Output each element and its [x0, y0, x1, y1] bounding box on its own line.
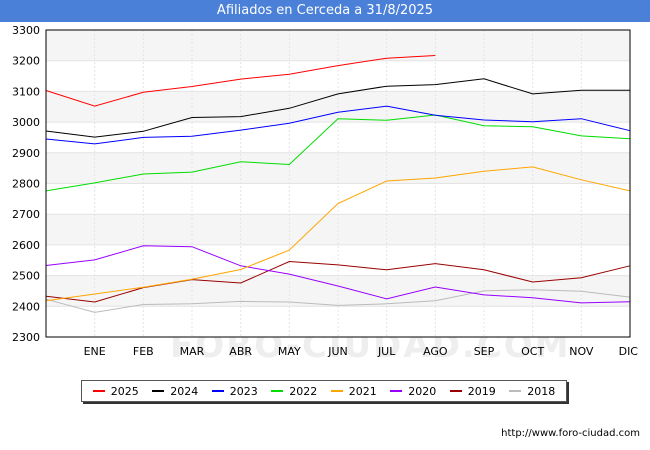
- y-tick-label: 2500: [12, 270, 40, 283]
- y-tick-label: 3300: [12, 24, 40, 37]
- y-tick-label: 2900: [12, 147, 40, 160]
- y-tick-label: 3200: [12, 55, 40, 68]
- y-tick-label: 2300: [12, 331, 40, 344]
- y-tick-label: 2600: [12, 239, 40, 252]
- grid-bands: [46, 29, 630, 338]
- legend-swatch: [330, 390, 343, 392]
- series-line-2025: [45, 55, 436, 107]
- plot-frame: [45, 29, 631, 338]
- series-line-2023: [45, 105, 631, 145]
- legend-label: 2025: [110, 384, 139, 398]
- legend-swatch: [449, 390, 462, 392]
- x-tick-label: DIC: [619, 345, 639, 358]
- y-tick-label: 2400: [12, 300, 40, 313]
- x-tick-label: AGO: [423, 345, 448, 358]
- legend-swatch: [152, 390, 165, 392]
- legend-label: 2021: [348, 384, 377, 398]
- legend-label: 2018: [527, 384, 556, 398]
- y-tick-label: 3000: [12, 116, 40, 129]
- legend-item-2025: 2025: [92, 384, 139, 398]
- x-tick-label: ENE: [84, 345, 106, 358]
- legend-label: 2019: [467, 384, 496, 398]
- legend-swatch: [92, 390, 105, 392]
- x-tick-label: JUN: [327, 345, 348, 358]
- series-line-2018: [45, 289, 631, 313]
- legend-label: 2024: [170, 384, 199, 398]
- legend-swatch: [390, 390, 403, 392]
- y-axis-ticks: 2300 2400 2500 2600 2700 2800 2900 3000 3100 3200…: [12, 24, 40, 344]
- x-tick-label: JUL: [377, 345, 396, 358]
- y-tick-label: 2700: [12, 208, 40, 221]
- y-tick-label: 2800: [12, 178, 40, 191]
- series-lines: [45, 55, 631, 313]
- series-line-2020: [45, 245, 631, 304]
- legend-label: 2020: [408, 384, 437, 398]
- x-tick-label: MAR: [180, 345, 205, 358]
- x-tick-label: FEB: [133, 345, 154, 358]
- legend-item-2024: 2024: [152, 385, 198, 398]
- x-axis-ticks: ENE FEB MAR ABR MAY JUN JUL AGO SEP OCT NOV DIC: [84, 345, 639, 358]
- series-line-2024: [45, 78, 630, 138]
- series-line-2022: [45, 114, 631, 192]
- legend-swatch: [509, 390, 522, 392]
- chart-title: Afiliados en Cerceda a 31/8/2025: [216, 3, 434, 18]
- legend-item-2023: 2023: [211, 384, 258, 398]
- legend-item-2022: 2022: [271, 385, 317, 398]
- x-tick-label: OCT: [521, 345, 544, 358]
- x-tick-label: NOV: [569, 345, 594, 358]
- x-tick-label: MAY: [278, 345, 301, 358]
- source-url[interactable]: http://www.foro-ciudad.com: [501, 428, 640, 439]
- legend: 2025 2024 2023 2022 2021 2020 2019 2018: [81, 380, 567, 402]
- legend-label: 2022: [289, 384, 318, 398]
- title-bar: [0, 0, 650, 22]
- y-tick-label: 3100: [12, 85, 40, 98]
- legend-label: 2023: [229, 384, 258, 398]
- x-tick-label: ABR: [229, 345, 252, 358]
- legend-swatch: [271, 390, 284, 392]
- legend-item-2021: 2021: [330, 384, 377, 398]
- legend-item-2020: 2020: [390, 385, 436, 398]
- x-tick-label: SEP: [474, 345, 495, 358]
- legend-item-2019: 2019: [449, 384, 496, 398]
- series-line-2021: [45, 166, 631, 302]
- legend-item-2018: 2018: [509, 385, 555, 398]
- legend-swatch: [211, 390, 224, 392]
